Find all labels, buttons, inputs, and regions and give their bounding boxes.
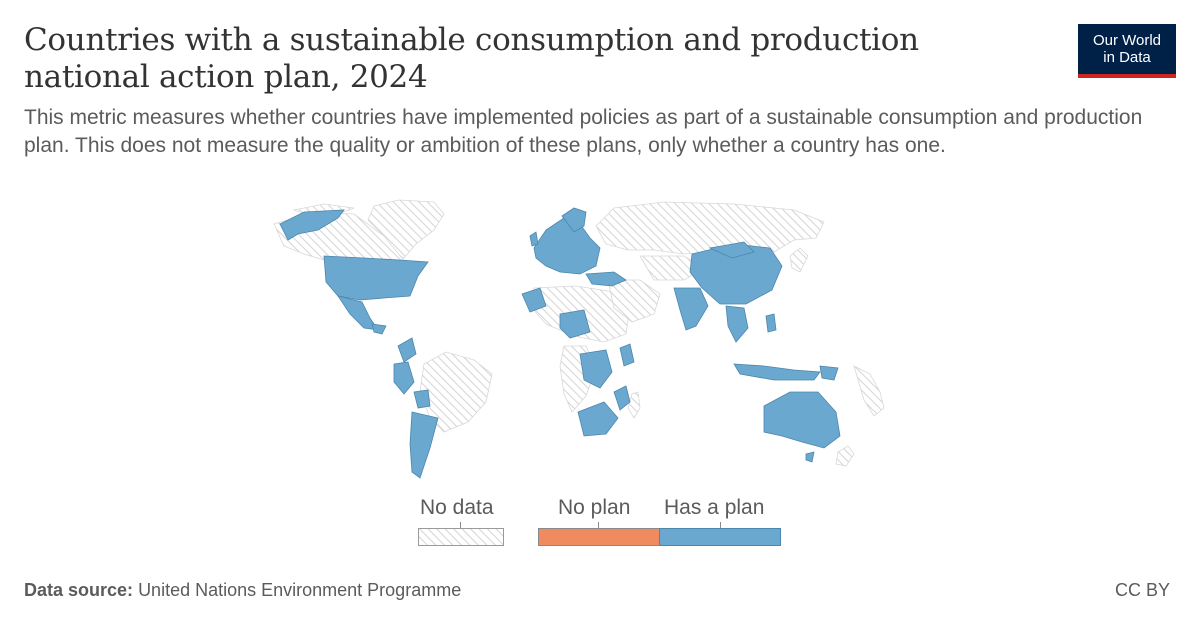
data-source: Data source: United Nations Environment … [24,580,461,601]
png-region [819,365,839,381]
india-region [673,287,709,331]
logo-line-2: in Data [1103,49,1151,66]
data-source-label: Data source: [24,580,134,600]
chart-title: Countries with a sustainable consumption… [24,22,919,95]
central-america-region [371,323,387,335]
greenland-region [367,199,445,259]
tasmania-region [805,451,815,463]
world-map-svg [273,199,885,479]
southeast-asia-region [725,305,749,343]
legend-swatch-no-data[interactable] [418,528,504,546]
east-asia-islands-region [789,247,809,273]
legend-tick [460,522,461,528]
east-africa-region [619,343,635,367]
license-link[interactable]: CC BY [1114,580,1170,600]
uk-region [529,231,539,247]
indonesia-region [733,363,821,381]
bolivia-region [413,389,431,409]
chart-subtitle: This metric measures whether countries h… [24,106,1143,157]
world-map[interactable] [234,196,910,496]
alaska-region [279,209,345,241]
scandinavia-region [561,207,587,233]
turkey-region [585,271,627,287]
russia-region [595,201,825,257]
legend: No data No plan Has a plan [400,494,800,554]
legend-swatch-has-plan[interactable] [659,528,781,546]
new-zealand-region [835,445,855,467]
west-africa-region [521,287,547,313]
middle-east-region [607,279,661,323]
legend-label-no-plan: No plan [558,496,631,519]
chile-argentina-region [409,411,439,479]
congo-region [579,349,613,389]
data-source-value[interactable]: United Nations Environment Programme [138,580,462,600]
usa-region [323,255,429,301]
legend-tick [598,522,599,528]
philippines-region [765,313,777,333]
peru-region [393,361,415,395]
madagascar-region [627,391,641,419]
mozambique-region [613,385,631,411]
sahel-region [559,309,591,339]
owid-logo[interactable]: Our World in Data [1078,24,1176,78]
pacific-islands-region [853,365,885,417]
mongolia-region [708,241,755,259]
europe-region [533,217,601,275]
australia-region [763,391,841,449]
legend-label-has-plan: Has a plan [664,496,765,519]
southern-africa-region [577,401,619,437]
legend-label-no-data: No data [420,496,494,519]
china-region [689,243,783,305]
colombia-region [397,337,417,363]
legend-tick [720,522,721,528]
legend-swatch-no-plan[interactable] [538,528,660,546]
logo-line-1: Our World [1092,32,1162,49]
